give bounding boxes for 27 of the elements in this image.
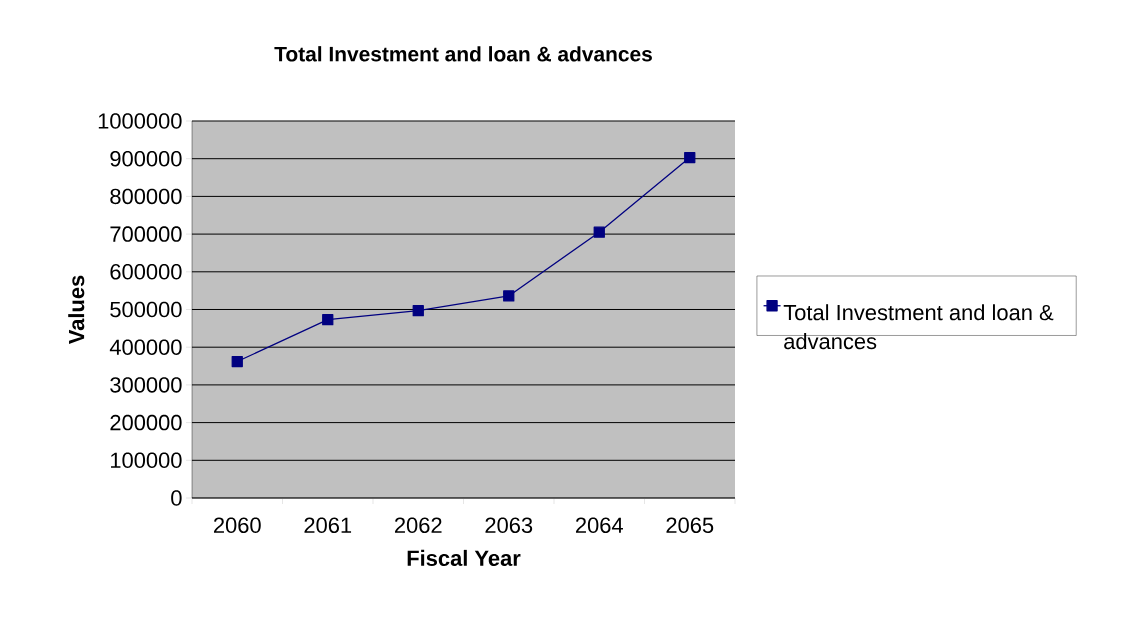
chart-title: Total Investment and loan & advances (274, 46, 652, 62)
x-tick-label: 2065 (666, 517, 714, 534)
y-tick-label: 1000000 (98, 113, 182, 129)
y-tick-label: 700000 (110, 226, 182, 242)
point (593, 226, 605, 238)
x-tick-label: 2060 (213, 517, 261, 534)
x-tick-label: 2063 (485, 517, 533, 534)
y-tick-label: 800000 (110, 188, 182, 205)
y-tick-label: 600000 (110, 264, 182, 280)
point (684, 151, 696, 164)
y-tick-label: 400000 (109, 339, 182, 355)
x-axis-title: Fiscal Year (407, 549, 521, 566)
x-tick-label: 2062 (394, 517, 442, 534)
y-tick-label: 900000 (110, 150, 182, 167)
point (412, 304, 424, 317)
point (322, 314, 334, 326)
y-axis-title: Values (68, 275, 85, 345)
x-tick-label: 2061 (304, 517, 352, 534)
point (503, 290, 515, 302)
y-tick-label: 200000 (110, 414, 182, 431)
x-tick-label: 2064 (575, 517, 623, 534)
legend-label: Total Investment and loan & advances (783, 304, 1054, 350)
y-tick-label: 0 (171, 490, 182, 506)
y-tick-label: 300000 (110, 377, 182, 393)
y-tick-label: 100000 (111, 452, 182, 469)
point (231, 355, 243, 368)
y-tick-label: 500000 (110, 301, 182, 318)
